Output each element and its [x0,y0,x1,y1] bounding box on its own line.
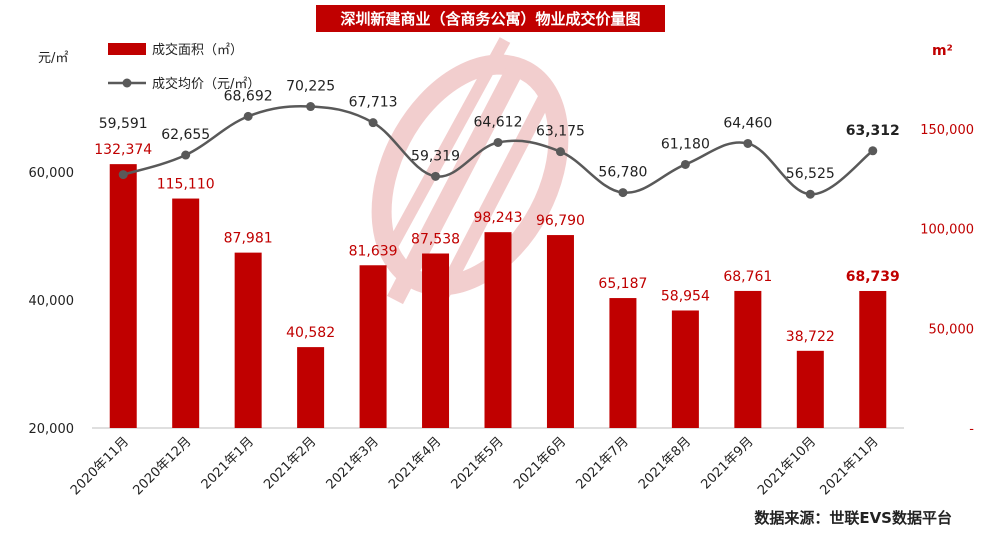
line-value-label: 63,175 [536,124,585,140]
right-axis-tick-label: 100,000 [920,223,974,238]
bar-value-label: 87,538 [411,232,460,248]
bar [172,198,200,428]
bar [546,235,574,428]
x-axis-tick-label: 2021年3月 [324,434,382,492]
bar-value-label: 81,639 [349,243,398,259]
bar-value-label: 40,582 [286,325,335,341]
line-value-label: 68,692 [224,88,273,104]
line-point [493,137,503,147]
line-point [618,188,628,198]
bar [859,290,887,428]
chart-title: 深圳新建商业（含商务公寓）物业成交价量图 [316,5,665,32]
bar [234,252,262,428]
legend-bar-label: 成交面积（㎡） [152,42,243,58]
watermark-logo [371,37,569,305]
bar-value-label: 68,739 [846,269,900,285]
line-value-label: 62,655 [161,127,210,143]
bar-value-label: 132,374 [94,142,152,158]
x-axis-tick-label: 2021年6月 [511,434,569,492]
x-axis-tick-label: 2020年12月 [130,434,194,498]
line-value-label: 64,612 [474,114,523,130]
line-point [743,138,753,148]
bar-series: 132,374 115,110 87,981 40,582 81,639 87,538 98… [94,142,900,428]
bar [109,164,137,428]
bar-value-label: 38,722 [786,329,835,345]
legend-bar-swatch [108,43,146,55]
line-point [680,159,690,169]
left-axis-tick-label: 40,000 [29,294,75,309]
bar [734,290,762,428]
line-value-label: 59,319 [411,148,460,164]
data-source: 数据来源：世联EVS数据平台 [754,509,952,527]
line-series: 59,591 62,655 68,692 70,225 67,713 59,319 64,6… [99,79,900,199]
right-axis-tick-label: - [969,422,974,437]
line-value-label: 56,525 [786,166,835,182]
x-axis-tick-label: 2021年1月 [199,434,257,492]
bar [297,347,325,428]
x-axis-tick-label: 2021年4月 [386,434,444,492]
line-point [431,171,441,181]
line-value-label: 63,312 [846,123,900,139]
bar [484,232,512,428]
bar-value-label: 87,981 [224,231,273,247]
legend-line-marker [122,78,132,88]
line-value-label: 61,180 [661,136,710,152]
bar [359,265,387,428]
line-point [306,102,316,112]
x-axis-tick-label: 2021年5月 [449,434,507,492]
legend: 成交面积（㎡） 成交均价（元/㎡） [108,42,260,92]
bar-value-label: 68,761 [723,269,772,285]
bar-value-label: 96,790 [536,213,585,229]
x-axis-tick-label: 2021年11月 [818,434,882,498]
bar [671,310,699,428]
line-point [368,118,378,128]
right-axis-ticks: - 50,000 100,000 150,000 [920,123,974,437]
right-axis-unit: m² [932,43,953,59]
bar [609,298,637,428]
x-axis-tick-label: 2021年10月 [755,434,819,498]
x-axis-tick-label: 2021年9月 [698,434,756,492]
bar-value-label: 98,243 [474,210,523,226]
line-point [805,189,815,199]
x-axis-tick-label: 2021年2月 [261,434,319,492]
bar [422,253,450,428]
bar-value-label: 115,110 [157,177,215,193]
left-axis-tick-label: 20,000 [29,422,75,437]
line-value-label: 67,713 [349,95,398,111]
line-point [868,146,878,156]
x-axis-tick-label: 2020年11月 [68,434,132,498]
bar-value-label: 58,954 [661,288,710,304]
line-value-label: 64,460 [723,115,772,131]
bar [796,350,824,428]
line-point [181,150,191,160]
line-value-label: 56,780 [598,165,647,181]
left-axis-tick-label: 60,000 [29,166,75,181]
line-value-label: 59,591 [99,116,148,132]
x-axis-tick-label: 2021年7月 [574,434,632,492]
left-axis-unit: 元/㎡ [38,51,68,66]
right-axis-tick-label: 50,000 [929,322,975,337]
legend-line-label: 成交均价（元/㎡） [152,76,260,92]
line-point [243,111,253,121]
bar-value-label: 65,187 [598,276,647,292]
line-point [555,147,565,157]
x-axis-tick-label: 2021年8月 [636,434,694,492]
right-axis-tick-label: 150,000 [920,123,974,138]
line-point [118,170,128,180]
line-value-label: 70,225 [286,79,335,95]
left-axis-ticks: 20,000 40,000 60,000 [29,166,75,437]
